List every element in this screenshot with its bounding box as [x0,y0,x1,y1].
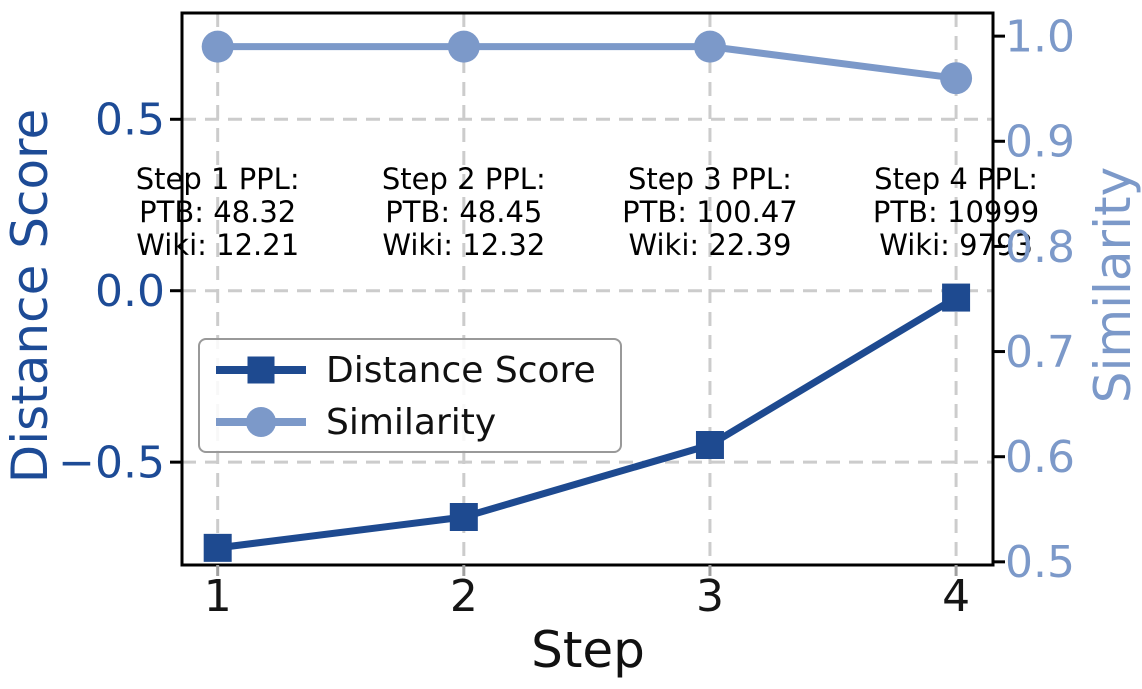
series-line-distance-score [217,294,958,552]
legend: Distance Score Similarity [198,338,622,453]
left-tick-label: 0.0 [95,266,165,317]
annotation-line: Step 4 PPL: [874,162,1038,196]
right-axis-title: Similarity [1084,166,1142,404]
series-line-similarity [217,43,957,82]
circle-marker [940,62,973,95]
annotation-line: PTB: 48.45 [385,195,543,229]
ppl-annotation-step-3: Step 3 PPL: PTB: 100.47 Wiki: 22.39 [622,163,798,262]
legend-square-marker-icon [216,356,306,384]
ppl-annotation-step-1: Step 1 PPL: PTB: 48.32 Wiki: 12.21 [136,163,300,262]
annotation-line: Wiki: 9793 [879,228,1033,262]
annotation-line: PTB: 10999 [872,195,1040,229]
legend-item-distance-score: Distance Score [213,344,620,396]
ppl-annotation-step-4: Step 4 PPL: PTB: 10999 Wiki: 9793 [873,163,1039,262]
square-marker [449,503,478,531]
annotation-line: Step 1 PPL: [135,162,300,196]
x-tick-label: 3 [696,571,724,622]
annotation-line: Wiki: 12.32 [382,228,546,262]
square-marker [695,431,724,459]
circle-marker [447,30,480,63]
plot-border [180,11,995,567]
left-tick-label: 0.5 [95,95,165,146]
x-axis-title: Step [531,621,645,679]
x-tick-label: 2 [450,571,478,622]
circle-marker [201,30,234,63]
ppl-annotation-step-2: Step 2 PPL: PTB: 48.45 Wiki: 12.32 [382,163,546,262]
circle-marker [693,30,726,63]
x-tick-label: 4 [942,571,970,622]
legend-item-similarity: Similarity [213,396,620,448]
square-marker [203,533,232,562]
annotation-line: Step 3 PPL: [628,162,792,196]
annotation-line: Step 2 PPL: [381,162,546,196]
legend-label: Similarity [326,401,497,443]
left-tick-label: −0.5 [58,438,165,489]
left-axis-title: Distance Score [1,108,59,484]
legend-label: Distance Score [326,349,596,391]
square-marker [942,283,971,312]
x-tick-label: 1 [204,571,232,622]
annotation-line: Wiki: 12.21 [136,228,300,262]
annotation-line: PTB: 48.32 [139,195,297,229]
legend-circle-marker-icon [216,407,306,437]
annotation-line: Wiki: 22.39 [628,228,792,262]
annotation-line: PTB: 100.47 [622,195,798,229]
